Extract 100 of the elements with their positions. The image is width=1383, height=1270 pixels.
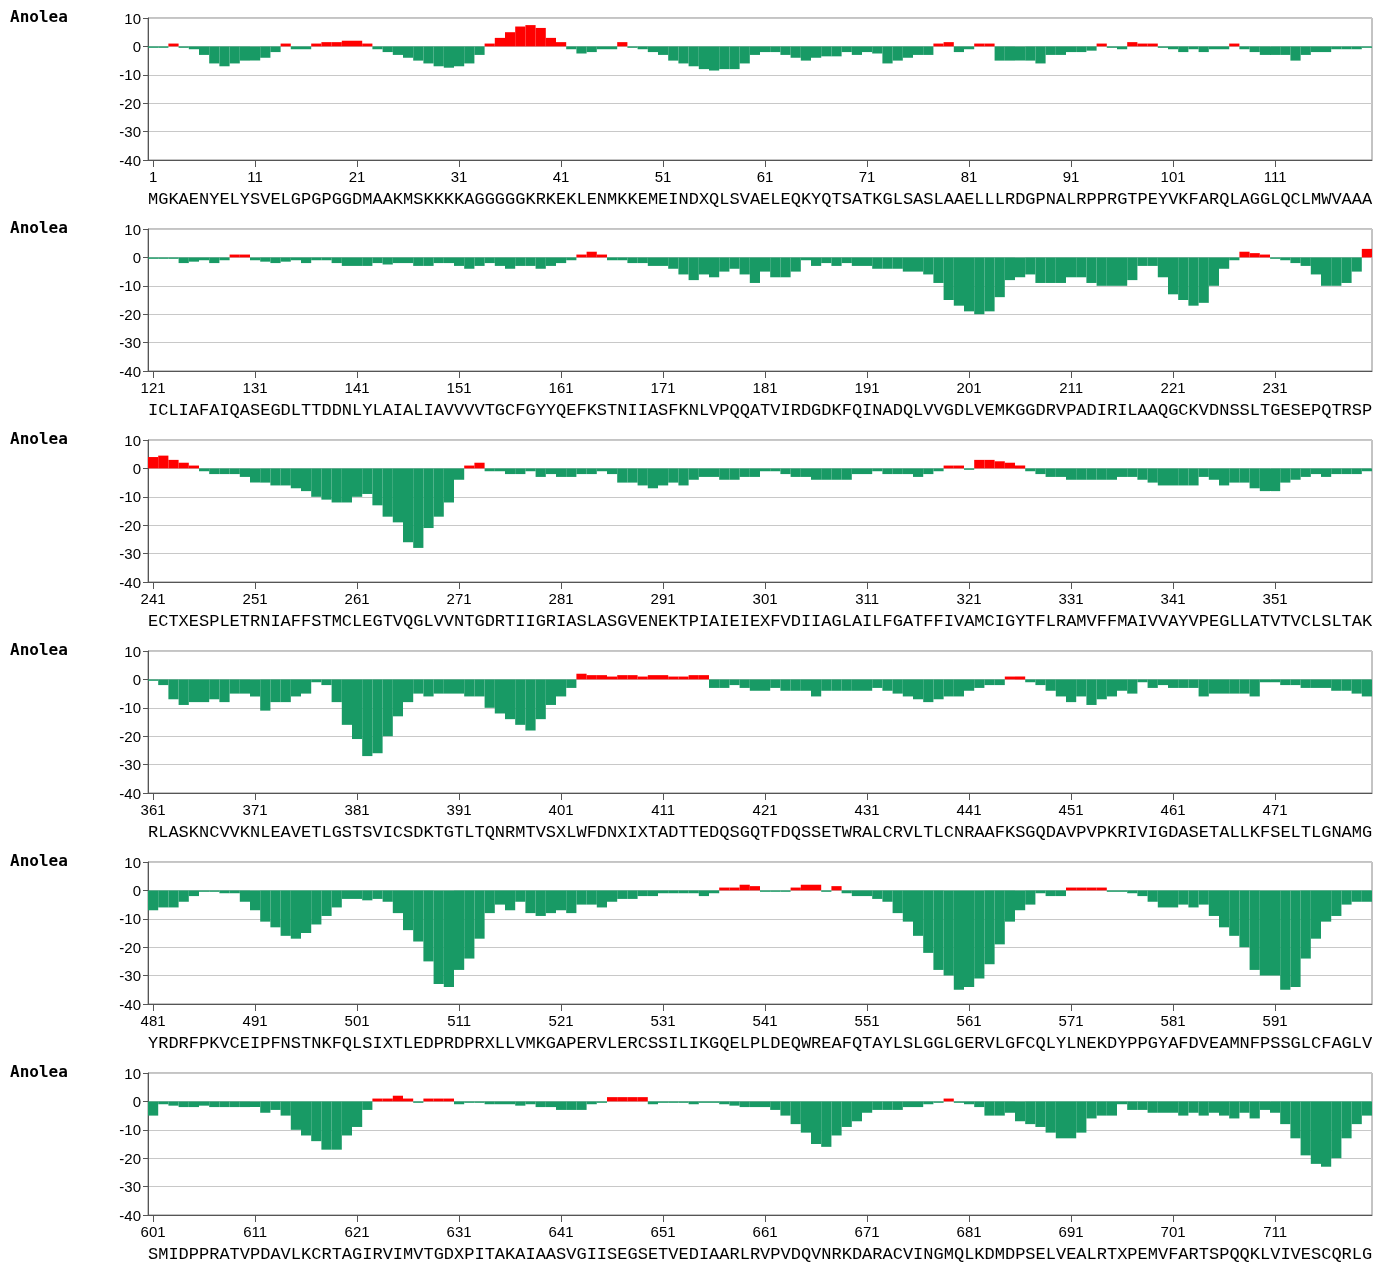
y-tick-label: -40: [119, 1206, 141, 1224]
x-tick-label: 401: [548, 801, 574, 818]
x-tick-label: 641: [548, 1223, 574, 1240]
y-tick-label: 10: [124, 9, 141, 27]
x-tick-label: 101: [1160, 168, 1186, 185]
y-tick-label: 10: [124, 220, 141, 238]
y-tick-label: 0: [132, 459, 141, 477]
x-tick-label: 661: [752, 1223, 778, 1240]
text: ECTXESPLETRNIAFFSTMCLEGTVQGLVVNTGDRTIIGRIASLASGVENEKTPIAIEIEXFVDIIAGLAILFGATFFIVAMCIGYTFLRAMVFFMAIVVAYVPEGLLATVTVCLSLTAK: [148, 612, 1373, 631]
text: ICLIAFAIQASEGDLTTDDNLYLAIALIAVVVVTGCFGYYQEFKSTNIIASFKNLVPQQATVIRDGDKFQINADQLVVGDLVEMKGGDRVPADIRILAAQGCKVDNSSLTGESEPQTRSP: [148, 401, 1373, 420]
x-tick-label: 51: [654, 168, 672, 185]
x-tick-label: 561: [956, 1012, 982, 1029]
x-tick-label: 61: [756, 168, 774, 185]
x-tick-label: 251: [242, 590, 268, 607]
x-tick-label: 231: [1262, 379, 1288, 396]
x-tick-label: 271: [446, 590, 472, 607]
x-tick-label: 491: [242, 1012, 268, 1029]
y-tick-label: -40: [119, 995, 141, 1013]
x-tick-label: 381: [344, 801, 370, 818]
y-tick-label: -40: [119, 362, 141, 380]
x-tick-label: 671: [854, 1223, 880, 1240]
x-tick-label: 181: [752, 379, 778, 396]
x-tick-label: 151: [446, 379, 472, 396]
x-tick-label: 391: [446, 801, 472, 818]
x-tick-label: 371: [242, 801, 268, 818]
y-tick-label: -30: [119, 545, 141, 563]
x-tick-label: 321: [956, 590, 982, 607]
y-tick-label: -20: [119, 516, 141, 534]
y-tick-label: -30: [119, 334, 141, 352]
x-tick-label: 361: [140, 801, 166, 818]
y-tick-label: -30: [119, 123, 141, 141]
y-axis-title: Anolea: [10, 428, 68, 448]
y-tick-label: 10: [124, 642, 141, 660]
x-tick-label: 471: [1262, 801, 1288, 818]
y-tick-label: -10: [119, 66, 141, 84]
x-tick-label: 521: [548, 1012, 574, 1029]
y-tick-label: 10: [124, 853, 141, 871]
y-tick-label: -30: [119, 756, 141, 774]
x-tick-label: 681: [956, 1223, 982, 1240]
x-tick-label: 511: [447, 1012, 472, 1029]
x-tick-label: 481: [140, 1012, 166, 1029]
x-tick-label: 621: [344, 1223, 370, 1240]
x-tick-label: 571: [1058, 1012, 1084, 1029]
y-axis-title: Anolea: [10, 1061, 68, 1081]
x-tick-label: 631: [446, 1223, 472, 1240]
x-tick-label: 171: [650, 379, 676, 396]
x-tick-label: 91: [1062, 168, 1080, 185]
x-tick-label: 341: [1160, 590, 1186, 607]
x-tick-label: 611: [243, 1223, 268, 1240]
y-tick-label: -40: [119, 784, 141, 802]
x-tick-label: 281: [548, 590, 574, 607]
y-tick-label: 0: [132, 670, 141, 688]
x-tick-label: 351: [1262, 590, 1288, 607]
x-tick-label: 711: [1263, 1223, 1288, 1240]
x-tick-label: 41: [552, 168, 570, 185]
x-tick-label: 651: [650, 1223, 676, 1240]
x-tick-label: 331: [1058, 590, 1084, 607]
y-axis-title: Anolea: [10, 639, 68, 659]
x-tick-label: 411: [651, 801, 676, 818]
x-tick-label: 161: [548, 379, 574, 396]
y-tick-label: -10: [119, 699, 141, 717]
x-tick-label: 431: [854, 801, 880, 818]
y-tick-label: -40: [119, 151, 141, 169]
x-tick-label: 421: [752, 801, 778, 818]
x-tick-label: 261: [344, 590, 370, 607]
y-tick-label: -20: [119, 727, 141, 745]
x-tick-label: 311: [855, 590, 880, 607]
x-tick-label: 221: [1160, 379, 1186, 396]
x-tick-label: 211: [1059, 379, 1084, 396]
x-tick-label: 191: [854, 379, 880, 396]
x-tick-label: 81: [960, 168, 978, 185]
x-tick-label: 31: [450, 168, 468, 185]
y-tick-label: -10: [119, 910, 141, 928]
x-tick-label: 131: [242, 379, 268, 396]
x-tick-label: 121: [140, 379, 166, 396]
x-tick-label: 21: [348, 168, 366, 185]
y-tick-label: -20: [119, 305, 141, 323]
y-tick-label: 0: [132, 881, 141, 899]
y-axis-title: Anolea: [10, 217, 68, 237]
x-tick-label: 691: [1058, 1223, 1084, 1240]
x-tick-label: 581: [1160, 1012, 1186, 1029]
x-tick-label: 141: [344, 379, 370, 396]
y-tick-label: -20: [119, 94, 141, 112]
x-tick-label: 531: [650, 1012, 676, 1029]
x-tick-label: 111: [1263, 168, 1287, 185]
text: SMIDPPRATVPDAVLKCRTAGIRVIMVTGDXPITAKAIAASVGIISEGSETVEDIAARLRVPVDQVNRKDARACVINGMQLKDMDPSELVEALRTXPEMVFARTSPQQKLVIVESCQRLG: [148, 1245, 1373, 1264]
x-tick-label: 1: [148, 168, 158, 185]
x-tick-label: 461: [1160, 801, 1186, 818]
x-tick-label: 11: [247, 168, 263, 185]
y-tick-label: 0: [132, 248, 141, 266]
y-tick-label: 0: [132, 1092, 141, 1110]
x-tick-label: 541: [752, 1012, 778, 1029]
x-tick-label: 301: [752, 590, 778, 607]
y-tick-label: 0: [132, 37, 141, 55]
x-tick-label: 441: [956, 801, 982, 818]
y-tick-label: -10: [119, 488, 141, 506]
x-tick-label: 291: [650, 590, 676, 607]
x-tick-label: 591: [1262, 1012, 1288, 1029]
y-tick-label: -40: [119, 573, 141, 591]
y-tick-label: -10: [119, 277, 141, 295]
